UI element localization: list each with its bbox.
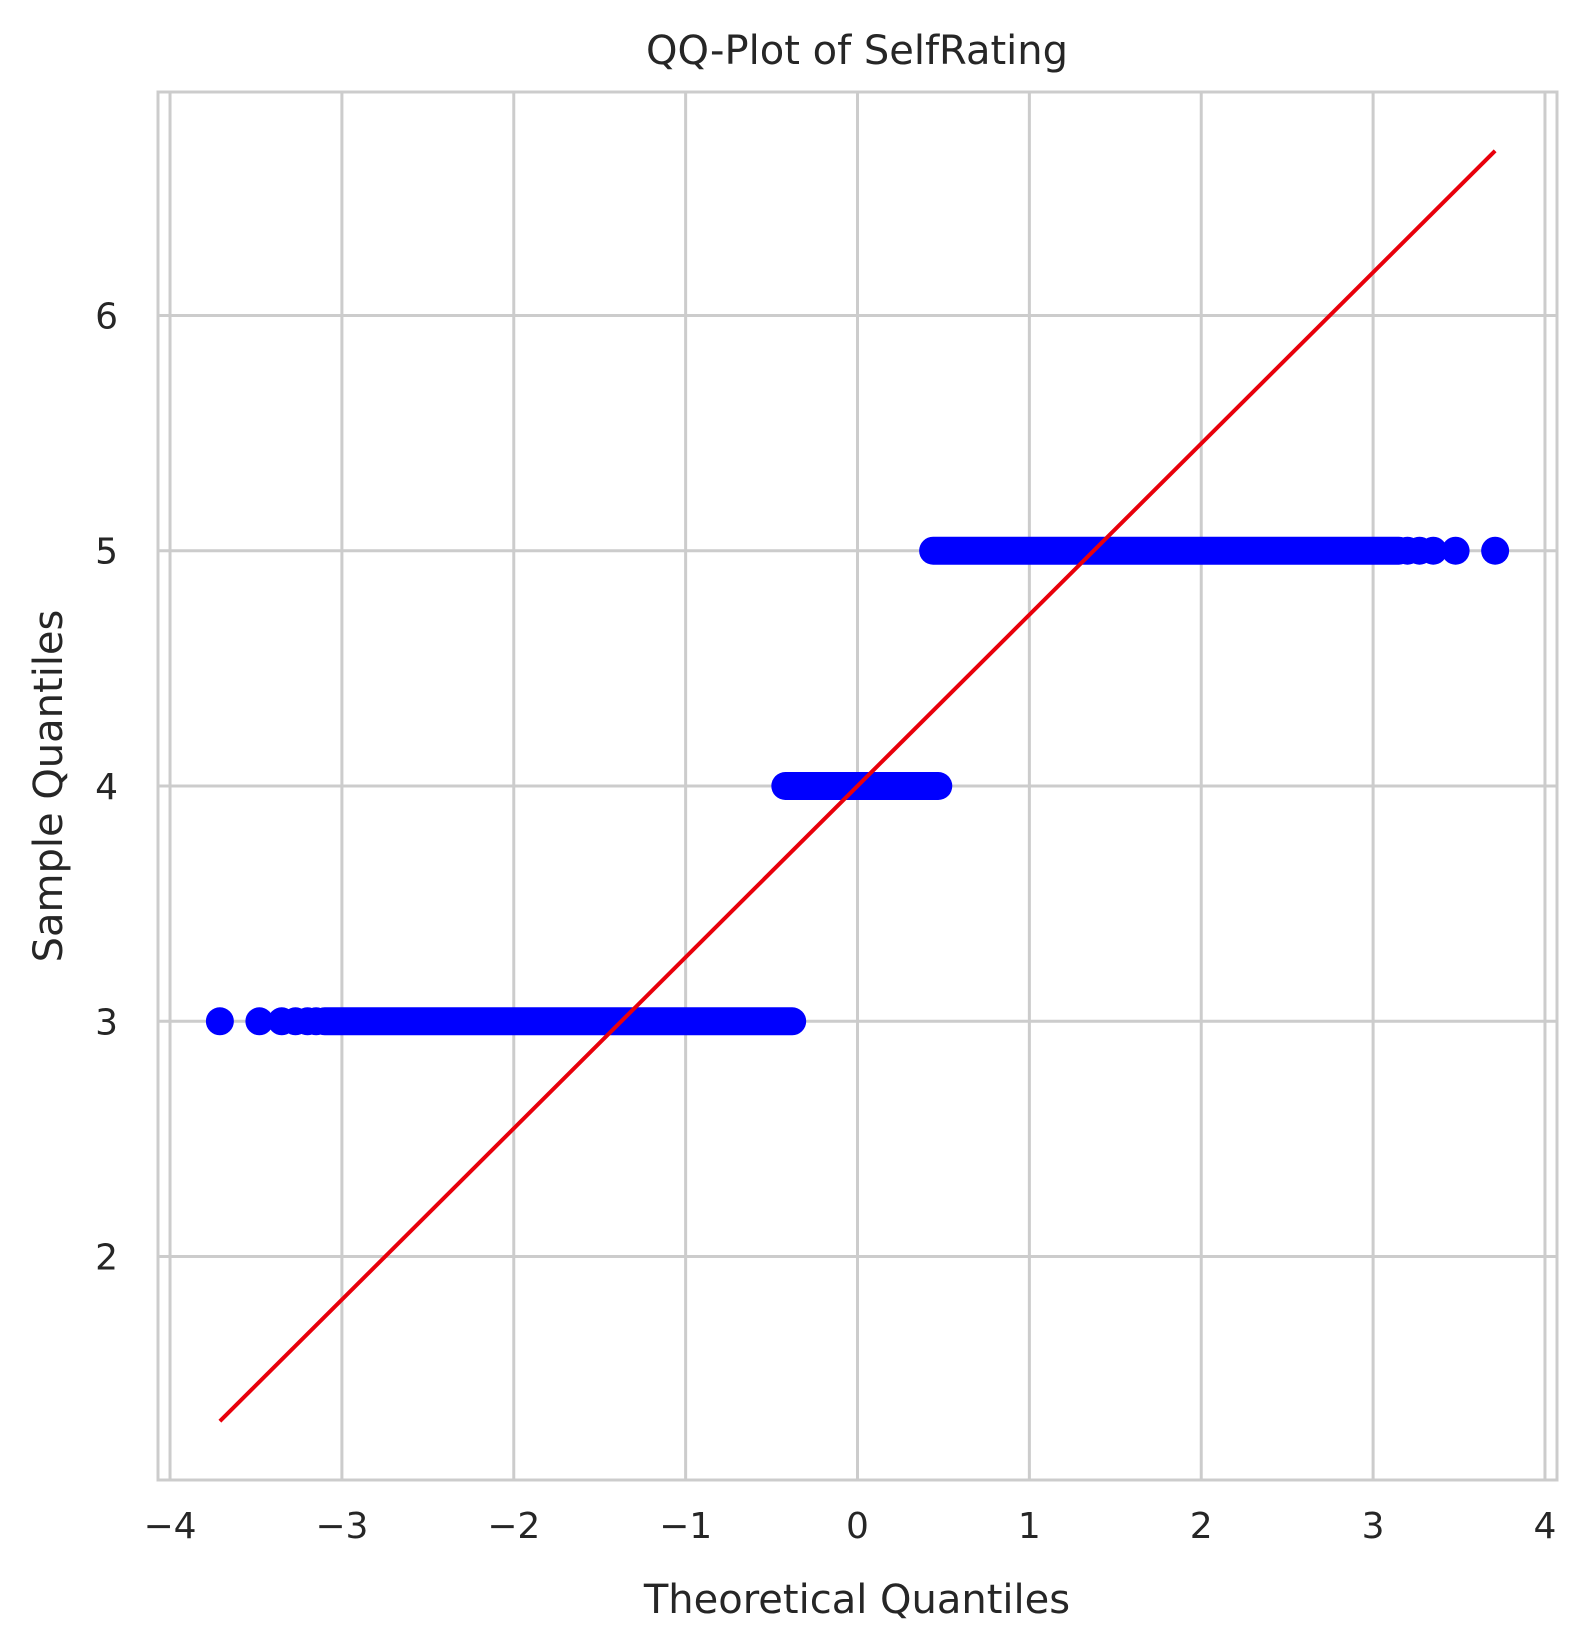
x-tick-label: −2 [487,1506,540,1547]
x-tick-label: 2 [1190,1506,1213,1547]
x-tick-label: 4 [1534,1506,1557,1547]
x-tick-label: −3 [315,1506,368,1547]
data-marks [205,149,1510,1423]
y-tick-label: 5 [95,532,118,573]
data-point [302,1007,331,1036]
grid-lines [158,92,1557,1480]
data-point [1419,536,1448,565]
y-tick-label: 4 [95,767,118,808]
data-point [1441,536,1470,565]
x-tick-label: 3 [1362,1506,1385,1547]
tick-labels: −4 −3 −2 −1 0 1 2 3 4 2 3 4 5 6 [95,296,1556,1547]
data-point [245,1007,274,1036]
y-tick-label: 3 [95,1002,118,1043]
y-axis-label: Sample Quantiles [26,610,72,963]
chart-title: QQ-Plot of SelfRating [646,28,1068,74]
x-tick-label: −4 [143,1506,196,1547]
x-axis-label: Theoretical Quantiles [643,1577,1070,1623]
x-tick-label: 1 [1018,1506,1041,1547]
y-tick-label: 2 [95,1238,118,1279]
x-tick-label: −1 [659,1506,712,1547]
x-tick-label: 0 [846,1506,869,1547]
y-tick-label: 6 [95,296,118,337]
data-point [1481,536,1510,565]
reference-line [218,149,1497,1423]
data-point [205,1007,234,1036]
